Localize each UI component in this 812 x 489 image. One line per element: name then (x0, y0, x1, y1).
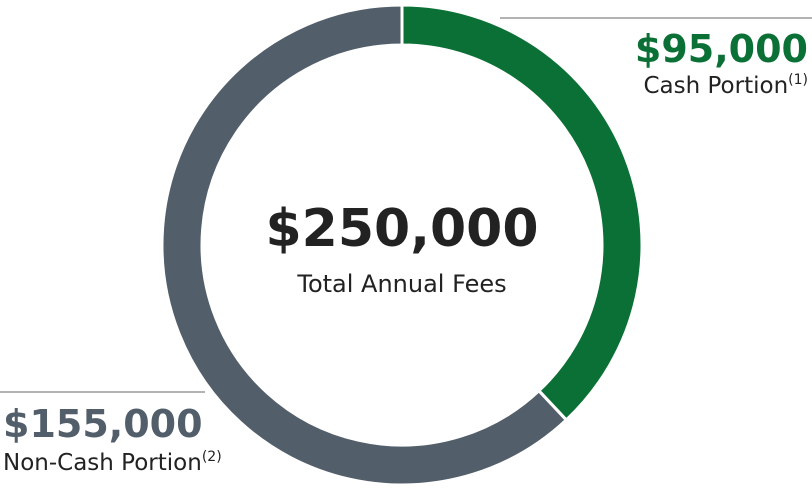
value-label: $155,000 (3, 402, 203, 446)
category-label: Cash Portion(1) (643, 72, 808, 99)
value-label: $95,000 (635, 27, 808, 71)
footnote-mark: (2) (202, 449, 222, 465)
category-name: Non-Cash Portion (3, 450, 202, 476)
center-subtitle: Total Annual Fees (296, 270, 506, 298)
category-name: Cash Portion (643, 73, 788, 99)
footnote-mark: (1) (788, 72, 808, 88)
center-value: $250,000 (265, 199, 538, 259)
donut-segment (160, 3, 569, 487)
category-label: Non-Cash Portion(2) (3, 449, 222, 476)
